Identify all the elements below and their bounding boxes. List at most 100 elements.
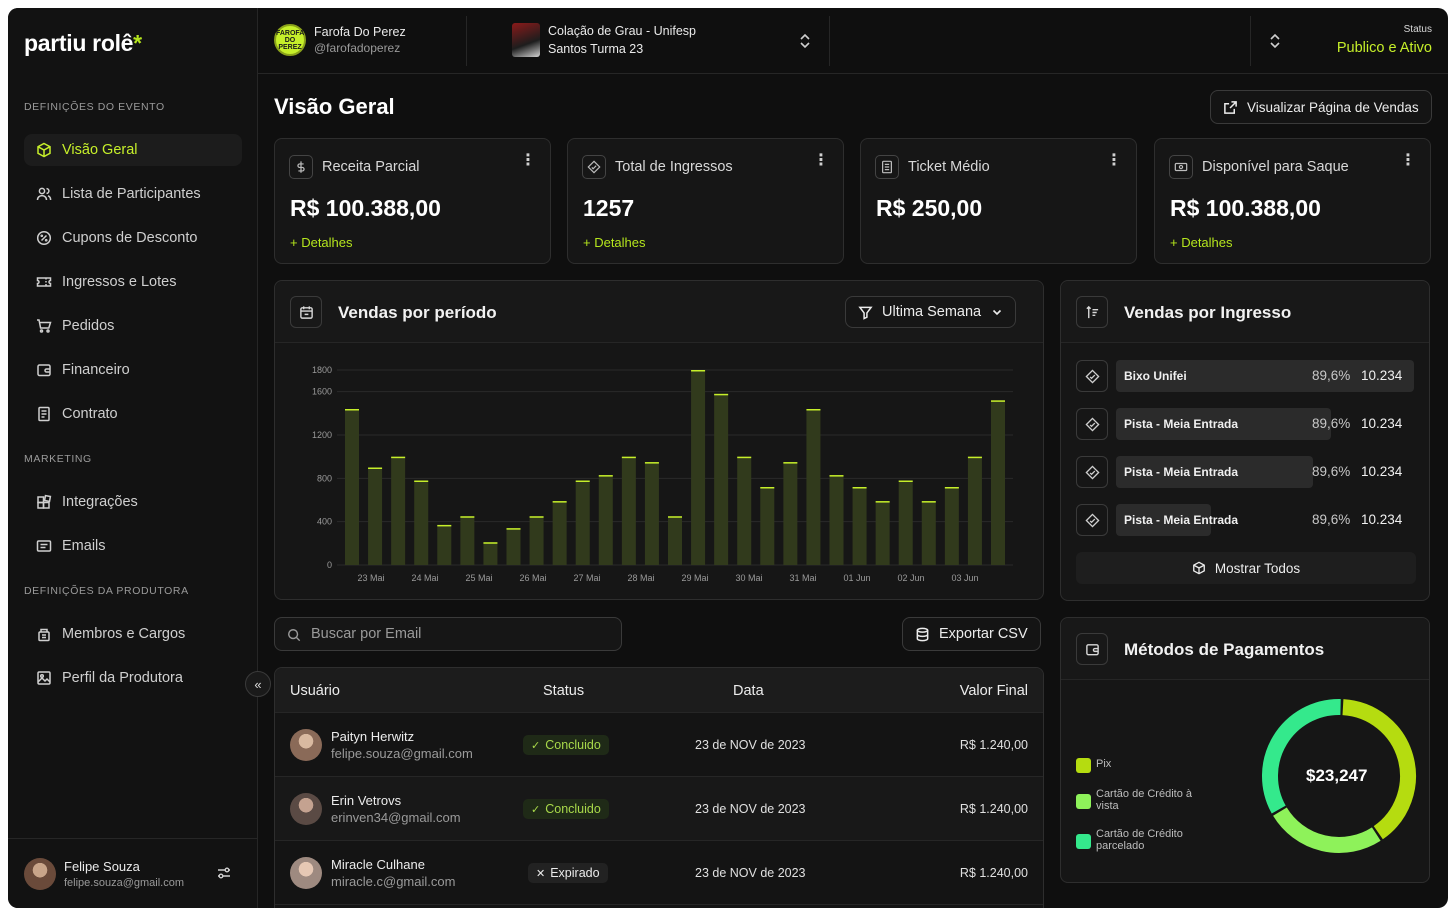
more-vertical-icon[interactable]: ⋮ (520, 152, 536, 169)
status-badge: ✕ Expirado (528, 863, 608, 883)
more-vertical-icon[interactable]: ⋮ (1400, 152, 1416, 169)
x-tick-label: 30 Mai (735, 573, 762, 583)
details-link[interactable]: + Detalhes (583, 235, 646, 250)
chart-bar[interactable] (760, 487, 775, 565)
event-subtitle: Santos Turma 23 (548, 42, 644, 56)
chart-bar[interactable] (944, 487, 959, 565)
table-row[interactable]: Paityn Herwitz felipe.souza@gmail.com ✓ Con… (275, 713, 1043, 777)
chart-bar[interactable] (460, 516, 475, 565)
chart-bar[interactable] (506, 528, 521, 565)
chart-bar[interactable] (806, 409, 821, 565)
chart-bar[interactable] (852, 487, 867, 565)
more-vertical-icon[interactable]: ⋮ (813, 152, 829, 169)
ticket-quantity: 10.234 (1361, 368, 1403, 383)
view-sales-page-button[interactable]: Visualizar Página de Vendas (1210, 90, 1432, 124)
sidebar-item-producer-profile[interactable]: Perfil da Produtora (24, 662, 242, 694)
chevron-up-down-icon[interactable] (798, 32, 812, 50)
chart-bar-top (852, 487, 867, 489)
chart-bar[interactable] (783, 462, 798, 565)
chart-bar[interactable] (483, 542, 498, 565)
ticket-quantity: 10.234 (1361, 464, 1403, 479)
chart-bar[interactable] (598, 475, 613, 565)
search-field[interactable] (274, 617, 622, 651)
more-vertical-icon[interactable]: ⋮ (1106, 152, 1122, 169)
collapse-sidebar-button[interactable]: « (245, 671, 271, 697)
status-badge: ✓ Concluido (523, 735, 609, 755)
chart-bar[interactable] (737, 456, 752, 565)
check-icon: ✓ (531, 739, 541, 752)
period-filter-dropdown[interactable]: Ultima Semana (845, 296, 1017, 328)
sidebar-item-tickets[interactable]: Ingressos e Lotes (24, 266, 242, 298)
payment-total: $23,247 (1306, 766, 1368, 785)
chart-bar[interactable] (621, 456, 636, 565)
column-header-status[interactable]: Status (543, 683, 585, 699)
row-value: R$ 1.240,00 (959, 802, 1028, 816)
details-link[interactable]: + Detalhes (290, 235, 353, 250)
sidebar-item-orders[interactable]: Pedidos (24, 310, 242, 342)
sidebar-item-participants[interactable]: Lista de Participantes (24, 178, 242, 210)
sidebar-item-integrations[interactable]: Integrações (24, 486, 242, 518)
sidebar-item-contract[interactable]: Contrato (24, 398, 242, 430)
chart-bar[interactable] (991, 400, 1005, 565)
table-row[interactable]: Miracle Culhane miracle.c@gmail.com ✕ Expir… (275, 841, 1043, 905)
details-link[interactable]: + Detalhes (1170, 235, 1233, 250)
show-all-button[interactable]: Mostrar Todos (1076, 552, 1416, 584)
chart-bar[interactable] (921, 501, 936, 565)
check-icon: ✓ (531, 803, 541, 816)
chart-bar[interactable] (437, 524, 452, 565)
chart-bar[interactable] (714, 393, 729, 565)
event-selector[interactable]: Colação de Grau - Unifesp Santos Turma 2… (512, 23, 696, 57)
x-tick-label: 29 Mai (681, 573, 708, 583)
sales-bar-chart: 0 400 800 1200 1600 1800 23 Mai 24 Mai 25 Mai 26 … (312, 365, 1013, 583)
donut-segment[interactable] (1342, 699, 1416, 840)
double-chevron-left-icon: « (254, 676, 262, 692)
ticket-row[interactable]: Pista - Meia Entrada 89,6% 10.234 (1076, 504, 1416, 536)
chart-bar[interactable] (898, 480, 913, 566)
chart-bar[interactable] (391, 456, 406, 565)
x-tick-label: 26 Mai (519, 573, 546, 583)
settings-sliders-icon[interactable] (216, 865, 232, 881)
panel-title: Vendas por Ingresso (1124, 303, 1292, 322)
chart-bar[interactable] (575, 480, 590, 566)
chart-bar[interactable] (875, 501, 890, 565)
brand-logo[interactable]: partiu rolê* (24, 30, 142, 56)
sidebar-item-overview[interactable]: Visão Geral (24, 134, 242, 166)
kpi-value: R$ 100.388,00 (1170, 195, 1321, 221)
kpi-value: R$ 250,00 (876, 195, 983, 221)
ticket-name: Bixo Unifei (1124, 369, 1187, 383)
sidebar-item-emails[interactable]: Emails (24, 530, 242, 562)
current-user[interactable]: Felipe Souza felipe.souza@gmail.com (8, 838, 258, 908)
legend-swatch (1076, 758, 1091, 773)
ticket-row[interactable]: Pista - Meia Entrada 89,6% 10.234 (1076, 408, 1416, 440)
chart-bar[interactable] (644, 462, 659, 565)
chart-bar[interactable] (368, 467, 383, 566)
ticket-row[interactable]: Bixo Unifei 89,6% 10.234 (1076, 360, 1416, 392)
ticket-row[interactable]: Pista - Meia Entrada 89,6% 10.234 (1076, 456, 1416, 488)
column-header-user[interactable]: Usuário (290, 683, 340, 699)
chart-bar[interactable] (967, 456, 982, 565)
sort-icon (1085, 305, 1098, 318)
chart-bar[interactable] (529, 516, 544, 565)
chart-bar[interactable] (552, 501, 567, 565)
sidebar-item-members[interactable]: Membros e Cargos (24, 618, 242, 650)
sidebar-item-coupons[interactable]: Cupons de Desconto (24, 222, 242, 254)
column-header-date[interactable]: Data (733, 683, 764, 699)
sidebar-item-finance[interactable]: Financeiro (24, 354, 242, 386)
chart-bar[interactable] (414, 480, 429, 566)
search-input[interactable] (311, 618, 611, 650)
table-row[interactable]: Erin Vetrovs erinven34@gmail.com ✓ Concluid… (275, 777, 1043, 841)
chart-bar[interactable] (691, 370, 706, 565)
chart-bar[interactable] (345, 409, 359, 565)
event-status[interactable]: Status Publico e Ativo (1337, 24, 1432, 56)
export-csv-button[interactable]: Exportar CSV (902, 617, 1041, 651)
chevron-up-down-icon[interactable] (1268, 32, 1282, 50)
producer-selector[interactable]: FAROFA DO PEREZ Farofa Do Perez @farofad… (274, 24, 406, 56)
column-header-value[interactable]: Valor Final (959, 683, 1028, 699)
chart-bar[interactable] (668, 516, 682, 565)
chart-bar-top (345, 409, 359, 411)
legend-label: Pix (1096, 758, 1112, 770)
donut-segment[interactable] (1273, 807, 1381, 853)
chart-bar[interactable] (829, 475, 844, 565)
donut-segment[interactable] (1262, 699, 1341, 814)
x-icon: ✕ (536, 867, 546, 880)
